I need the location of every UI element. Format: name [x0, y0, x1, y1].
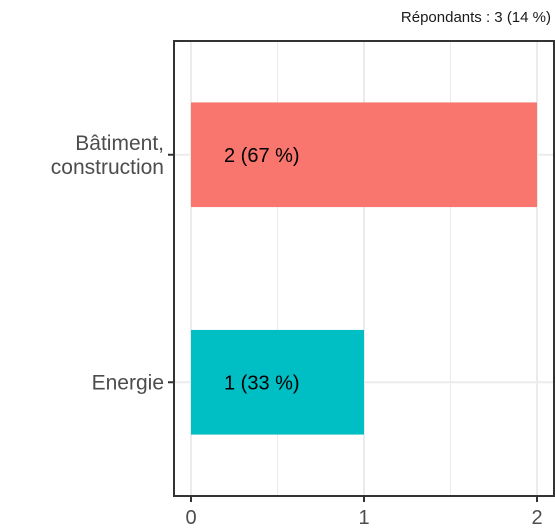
x-tick-label: 0	[185, 507, 196, 529]
chart-subtitle: Répondants : 3 (14 %)	[401, 9, 551, 26]
bar	[191, 102, 537, 208]
data-label: 2 (67 %)	[224, 145, 300, 167]
category-label: Bâtiment, construction	[51, 132, 164, 179]
bars	[191, 102, 537, 435]
x-tick-label: 1	[358, 507, 369, 529]
x-tick-label: 2	[531, 507, 542, 529]
data-labels: 2 (67 %) 1 (33 %)	[224, 145, 300, 395]
bar	[191, 329, 364, 435]
data-label: 1 (33 %)	[224, 372, 300, 394]
category-label: Energie	[92, 371, 164, 394]
axes: Bâtiment, construction Energie 0 1 2	[51, 132, 543, 529]
